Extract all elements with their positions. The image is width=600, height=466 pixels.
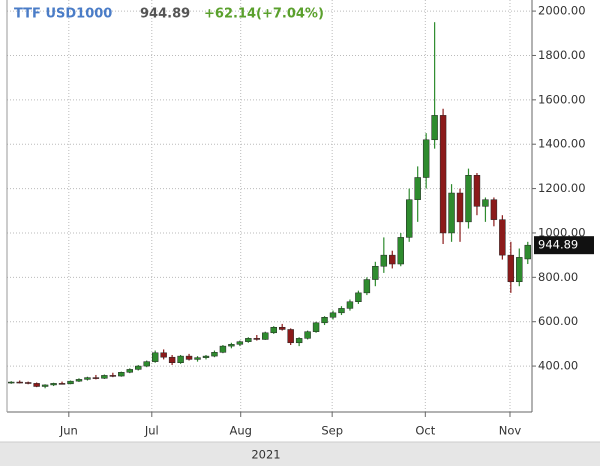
candle-body	[24, 382, 32, 384]
year-label: 2021	[251, 448, 280, 462]
y-tick-label: 400.00	[538, 359, 578, 373]
x-tick-label: Sep	[321, 424, 343, 438]
y-tick-label: 1800.00	[538, 48, 586, 62]
last-price-label: 944.89	[538, 238, 578, 252]
y-tick-label: 1600.00	[538, 92, 586, 106]
candle-body	[92, 377, 100, 379]
candle-body	[202, 355, 210, 358]
candle-body	[431, 115, 438, 141]
candle-body	[397, 237, 404, 265]
x-tick-label: Aug	[229, 424, 251, 438]
candle-body	[524, 244, 531, 260]
x-tick-label: Jul	[144, 424, 159, 438]
candle-body	[228, 344, 235, 347]
candle-body	[16, 381, 23, 384]
candle-body	[262, 332, 269, 340]
candle-body	[219, 345, 227, 353]
candle-body	[177, 355, 184, 363]
candle-body	[168, 356, 176, 363]
candle-body	[143, 361, 150, 367]
candle-body	[516, 257, 523, 283]
last-price-box	[534, 236, 594, 255]
candle-body	[287, 329, 294, 344]
candle-body	[8, 381, 15, 384]
candle-body	[499, 219, 506, 256]
candle-body	[295, 338, 303, 344]
candle-body	[380, 254, 388, 267]
candle-body	[312, 322, 320, 332]
y-tick-label: 1000.00	[538, 225, 586, 239]
candle-body	[363, 279, 371, 294]
candle-body	[321, 317, 328, 324]
candle-body	[473, 175, 481, 207]
candle-body	[236, 341, 244, 345]
candle-body	[58, 383, 66, 385]
plot-area	[7, 0, 532, 412]
candle-body	[406, 199, 413, 238]
y-tick-label: 1400.00	[538, 137, 586, 151]
x-tick-label: Nov	[499, 424, 522, 438]
candle-body	[414, 177, 421, 200]
candle-body	[490, 199, 498, 220]
candle-body	[346, 301, 354, 309]
candle-body	[118, 372, 125, 377]
x-tick-label: Oct	[415, 424, 435, 438]
y-tick-label: 800.00	[538, 270, 578, 284]
candle-body	[194, 357, 201, 360]
candle-body	[372, 265, 379, 280]
year-band	[0, 442, 600, 466]
candle-body	[41, 384, 49, 387]
candle-body	[355, 292, 362, 302]
candle-body	[185, 355, 193, 360]
candle-body	[278, 326, 286, 330]
candle-body	[101, 375, 108, 379]
candle-body	[338, 308, 345, 314]
candle-body	[211, 352, 218, 357]
candle-body	[84, 377, 91, 380]
candle-body	[33, 383, 40, 387]
candle-body	[389, 254, 396, 265]
candle-body	[67, 380, 74, 385]
candle-body	[482, 199, 489, 207]
candle-body	[253, 338, 261, 340]
candle-body	[75, 379, 83, 382]
instrument-title: TTF USD1000	[14, 7, 112, 22]
candle-body	[507, 254, 515, 283]
candle-body	[448, 192, 455, 234]
y-tick-label: 600.00	[538, 314, 578, 328]
candle-body	[456, 192, 464, 223]
candle-body	[422, 139, 430, 178]
candle-body	[304, 331, 311, 339]
candle-body	[329, 312, 337, 318]
candle-body	[439, 115, 447, 234]
last-price: 944.89	[140, 7, 190, 22]
candle-body	[270, 326, 277, 334]
candle-body	[109, 375, 117, 377]
candle-body	[465, 175, 472, 223]
y-tick-label: 2000.00	[538, 4, 586, 18]
y-tick-label: 1200.00	[538, 181, 586, 195]
candle-body	[245, 338, 252, 342]
candle-body	[50, 383, 57, 386]
price-change: +62.14(+7.04%)	[204, 7, 324, 22]
candle-body	[135, 365, 142, 370]
candle-body	[160, 352, 167, 358]
candle-body	[151, 352, 159, 362]
candle-body	[126, 369, 133, 373]
x-tick-label: Jun	[59, 424, 78, 438]
